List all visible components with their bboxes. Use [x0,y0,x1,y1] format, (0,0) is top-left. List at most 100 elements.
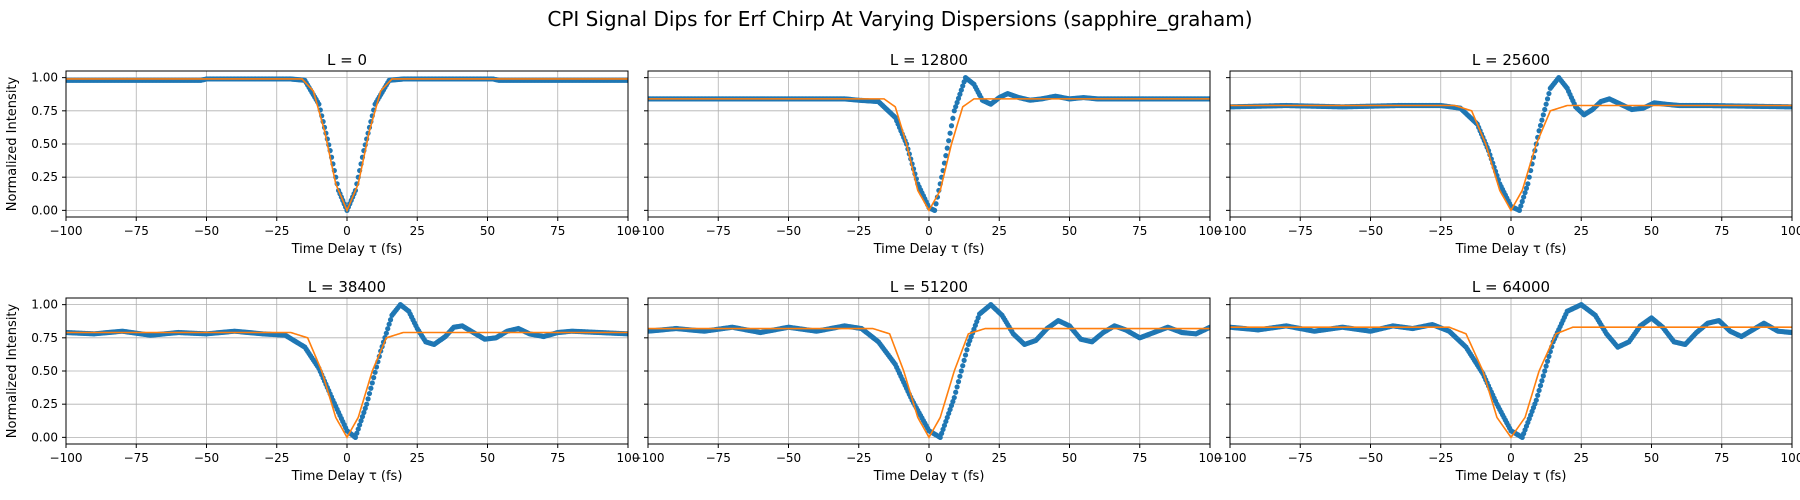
data-point [960,83,966,89]
x-tick-label: −75 [124,224,149,238]
x-tick-label: 100 [1199,224,1222,238]
data-point [1539,117,1545,123]
y-tick-label: 0.75 [31,331,58,345]
data-point [953,389,959,395]
data-point [1522,190,1528,196]
data-point [362,405,368,411]
fit-line [66,78,628,213]
data-point [1546,90,1552,97]
y-tick-label: 0.50 [31,364,58,378]
y-axis-label: Normalized Intensity [5,76,20,211]
x-tick-label: 75 [1132,451,1147,465]
data-point [387,317,394,323]
data-point [954,384,960,390]
data-point [383,330,389,336]
data-point [1519,198,1525,205]
x-tick-label: −25 [264,451,289,465]
x-tick-label: −50 [776,224,801,238]
data-point [1526,174,1532,180]
data-point [1540,112,1546,118]
plot-area [66,76,628,213]
data-point [950,115,956,121]
x-axis-label: Time Delay τ (fs) [291,469,403,484]
data-point [964,347,970,353]
x-tick-label: 0 [925,224,933,238]
x-tick-label: 100 [617,451,640,465]
fit-line [1230,104,1792,212]
x-axis-label: Time Delay τ (fs) [1455,242,1567,257]
x-tick-label: −100 [632,451,665,465]
fit-line [648,327,1210,439]
data-point [1521,194,1527,200]
data-point [957,91,963,97]
subplot-6: L = 64000 −100 −75 −50 −25 0 25 50 75 100 Time Del… [1214,278,1800,484]
data-point [352,434,359,440]
figure-title: CPI Signal Dips for Erf Chirp At Varying… [547,7,1252,31]
data-point [355,426,361,432]
data-point [1544,96,1551,102]
data-point [933,201,939,207]
plot-area [648,302,1210,440]
data-point [1537,122,1544,129]
data-point [1536,387,1542,394]
subplot-4: L = 38400 −100 −75 −50 −25 0 25 50 75 100 0.00 0.25… [5,278,639,484]
x-tick-label: −75 [706,451,731,465]
axes-frame [1229,297,1793,445]
x-axis-label: Time Delay τ (fs) [873,242,985,257]
x-axis-label: Time Delay τ (fs) [291,242,403,257]
data-point [941,422,948,429]
x-tick-label: 50 [1644,224,1659,238]
data-point [372,369,378,375]
data-point [1539,378,1545,384]
x-tick-label: −50 [194,451,219,465]
data-point [354,430,360,436]
data-point [1516,207,1523,213]
data-point [361,409,367,416]
subplot-2: L = 12800 −100 −75 −50 −25 0 25 50 75 100 Time Del… [632,51,1222,257]
data-point [932,207,938,213]
data-point [1540,373,1546,379]
axes-frame [65,70,629,218]
x-tick-label: 25 [992,451,1007,465]
x-tick-label: 50 [480,224,495,238]
data-point [958,87,964,93]
y-tick-label: 0.25 [31,397,58,411]
x-tick-label: 50 [1062,451,1077,465]
subplot-title: L = 25600 [1472,51,1550,69]
x-tick-label: −100 [50,451,83,465]
subplot-title: L = 38400 [308,278,386,296]
data-point [955,95,962,101]
data-point [947,130,953,136]
data-point [954,99,960,106]
subplot-1: L = 0 −100 −75 −50 −25 0 25 50 75 100 0.00 0.25 0.50… [5,51,639,257]
x-tick-label: 25 [1574,451,1589,465]
data-point [1543,363,1549,369]
x-tick-label: −75 [706,224,731,238]
subplot-title: L = 12800 [890,51,968,69]
data-point [1543,101,1549,107]
data-point [1533,397,1539,403]
y-tick-label: 0.50 [31,137,58,151]
x-tick-label: 75 [550,451,565,465]
data-point [1537,383,1544,389]
fit-line [1230,326,1792,439]
plot-area [1230,302,1792,440]
data-point [958,368,964,374]
x-tick-label: −25 [1428,224,1453,238]
x-tick-label: 50 [1644,451,1659,465]
data-point [948,402,955,409]
data-point [386,321,392,327]
x-tick-label: −50 [194,224,219,238]
axes-frame [65,297,629,445]
axes-frame [647,70,1211,218]
data-point [385,326,391,332]
data-point [937,434,943,440]
data-point [948,123,955,129]
x-tick-label: 75 [1714,451,1729,465]
x-tick-label: −100 [1214,451,1247,465]
x-tick-label: −75 [1288,451,1313,465]
data-point [1789,329,1792,336]
data-point [951,394,957,401]
data-point [939,430,945,436]
